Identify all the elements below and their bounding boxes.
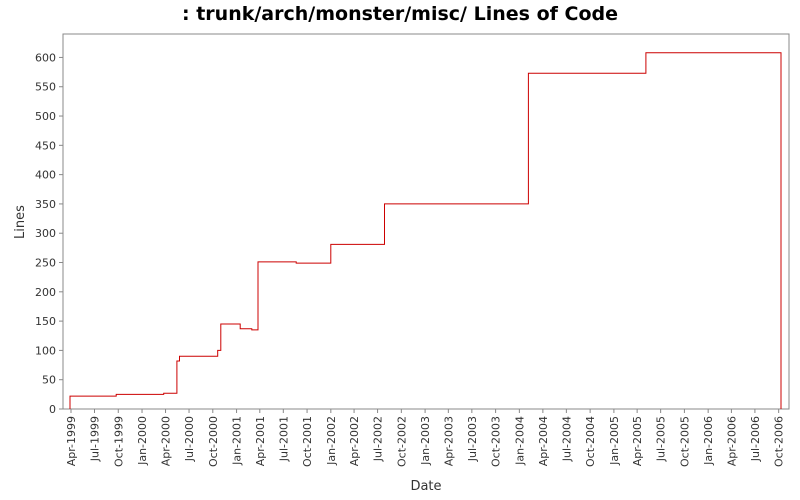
x-tick-label: Apr-2006 [725,416,738,466]
lines-of-code-line [69,52,782,409]
y-tick-label: 150 [35,315,56,328]
x-tick-label: Jan-2006 [702,416,715,466]
x-tick-label: Jul-2003 [466,416,479,462]
x-tick-label: Oct-2001 [301,416,314,467]
x-tick-label: Oct-2004 [584,416,597,467]
x-axis-label: Date [410,479,441,494]
y-tick-label: 600 [35,51,56,64]
x-tick-label: Apr-2000 [160,416,173,466]
x-tick-label: Apr-2003 [442,416,455,466]
x-tick-label: Jan-2002 [325,416,338,466]
y-tick-label: 100 [35,344,56,357]
x-tick-label: Jul-2002 [372,416,385,462]
x-tick-label: Oct-2000 [207,416,220,467]
x-axis: Apr-1999 Jul-1999 Oct-1999 Jan-2000 Apr-2000… [65,409,786,467]
x-tick-label: Jul-2005 [655,416,668,462]
x-tick-label: Oct-2006 [773,416,786,467]
y-tick-label: 0 [49,403,56,416]
x-tick-label: Oct-2003 [490,416,503,467]
x-tick-label: Apr-2002 [348,416,361,466]
x-tick-label: Jan-2000 [136,416,149,466]
y-tick-label: 250 [35,257,56,270]
x-tick-label: Apr-2001 [254,416,267,466]
x-tick-label: Oct-2002 [395,416,408,467]
y-tick-label: 200 [35,286,56,299]
x-tick-label: Jul-2000 [183,416,196,462]
y-axis-label: Lines [13,205,28,239]
y-tick-label: 500 [35,110,56,123]
y-tick-label: 300 [35,227,56,240]
y-tick-label: 350 [35,198,56,211]
y-tick-label: 550 [35,81,56,94]
x-tick-label: Jan-2001 [231,416,244,466]
x-tick-label: Jul-2006 [749,416,762,462]
x-tick-label: Oct-1999 [112,416,125,467]
x-tick-label: Apr-2005 [631,416,644,466]
x-tick-label: Jul-1999 [89,416,102,462]
x-tick-label: Jan-2005 [608,416,621,466]
x-tick-label: Jan-2003 [419,416,432,466]
y-tick-label: 50 [42,374,56,387]
x-tick-label: Apr-1999 [65,416,78,466]
plot-area [62,33,790,410]
y-tick-label: 400 [35,169,56,182]
x-tick-label: Jul-2001 [277,416,290,462]
x-tick-label: Oct-2005 [678,416,691,467]
y-axis: 0 50 100 150 200 250 300 350 400 450 500 550 600 [35,51,63,416]
x-tick-label: Apr-2004 [537,416,550,466]
x-tick-label: Jan-2004 [513,416,526,466]
y-tick-label: 450 [35,139,56,152]
x-tick-label: Jul-2004 [560,416,573,462]
chart-title: : trunk/arch/monster/misc/ Lines of Code [182,3,618,25]
